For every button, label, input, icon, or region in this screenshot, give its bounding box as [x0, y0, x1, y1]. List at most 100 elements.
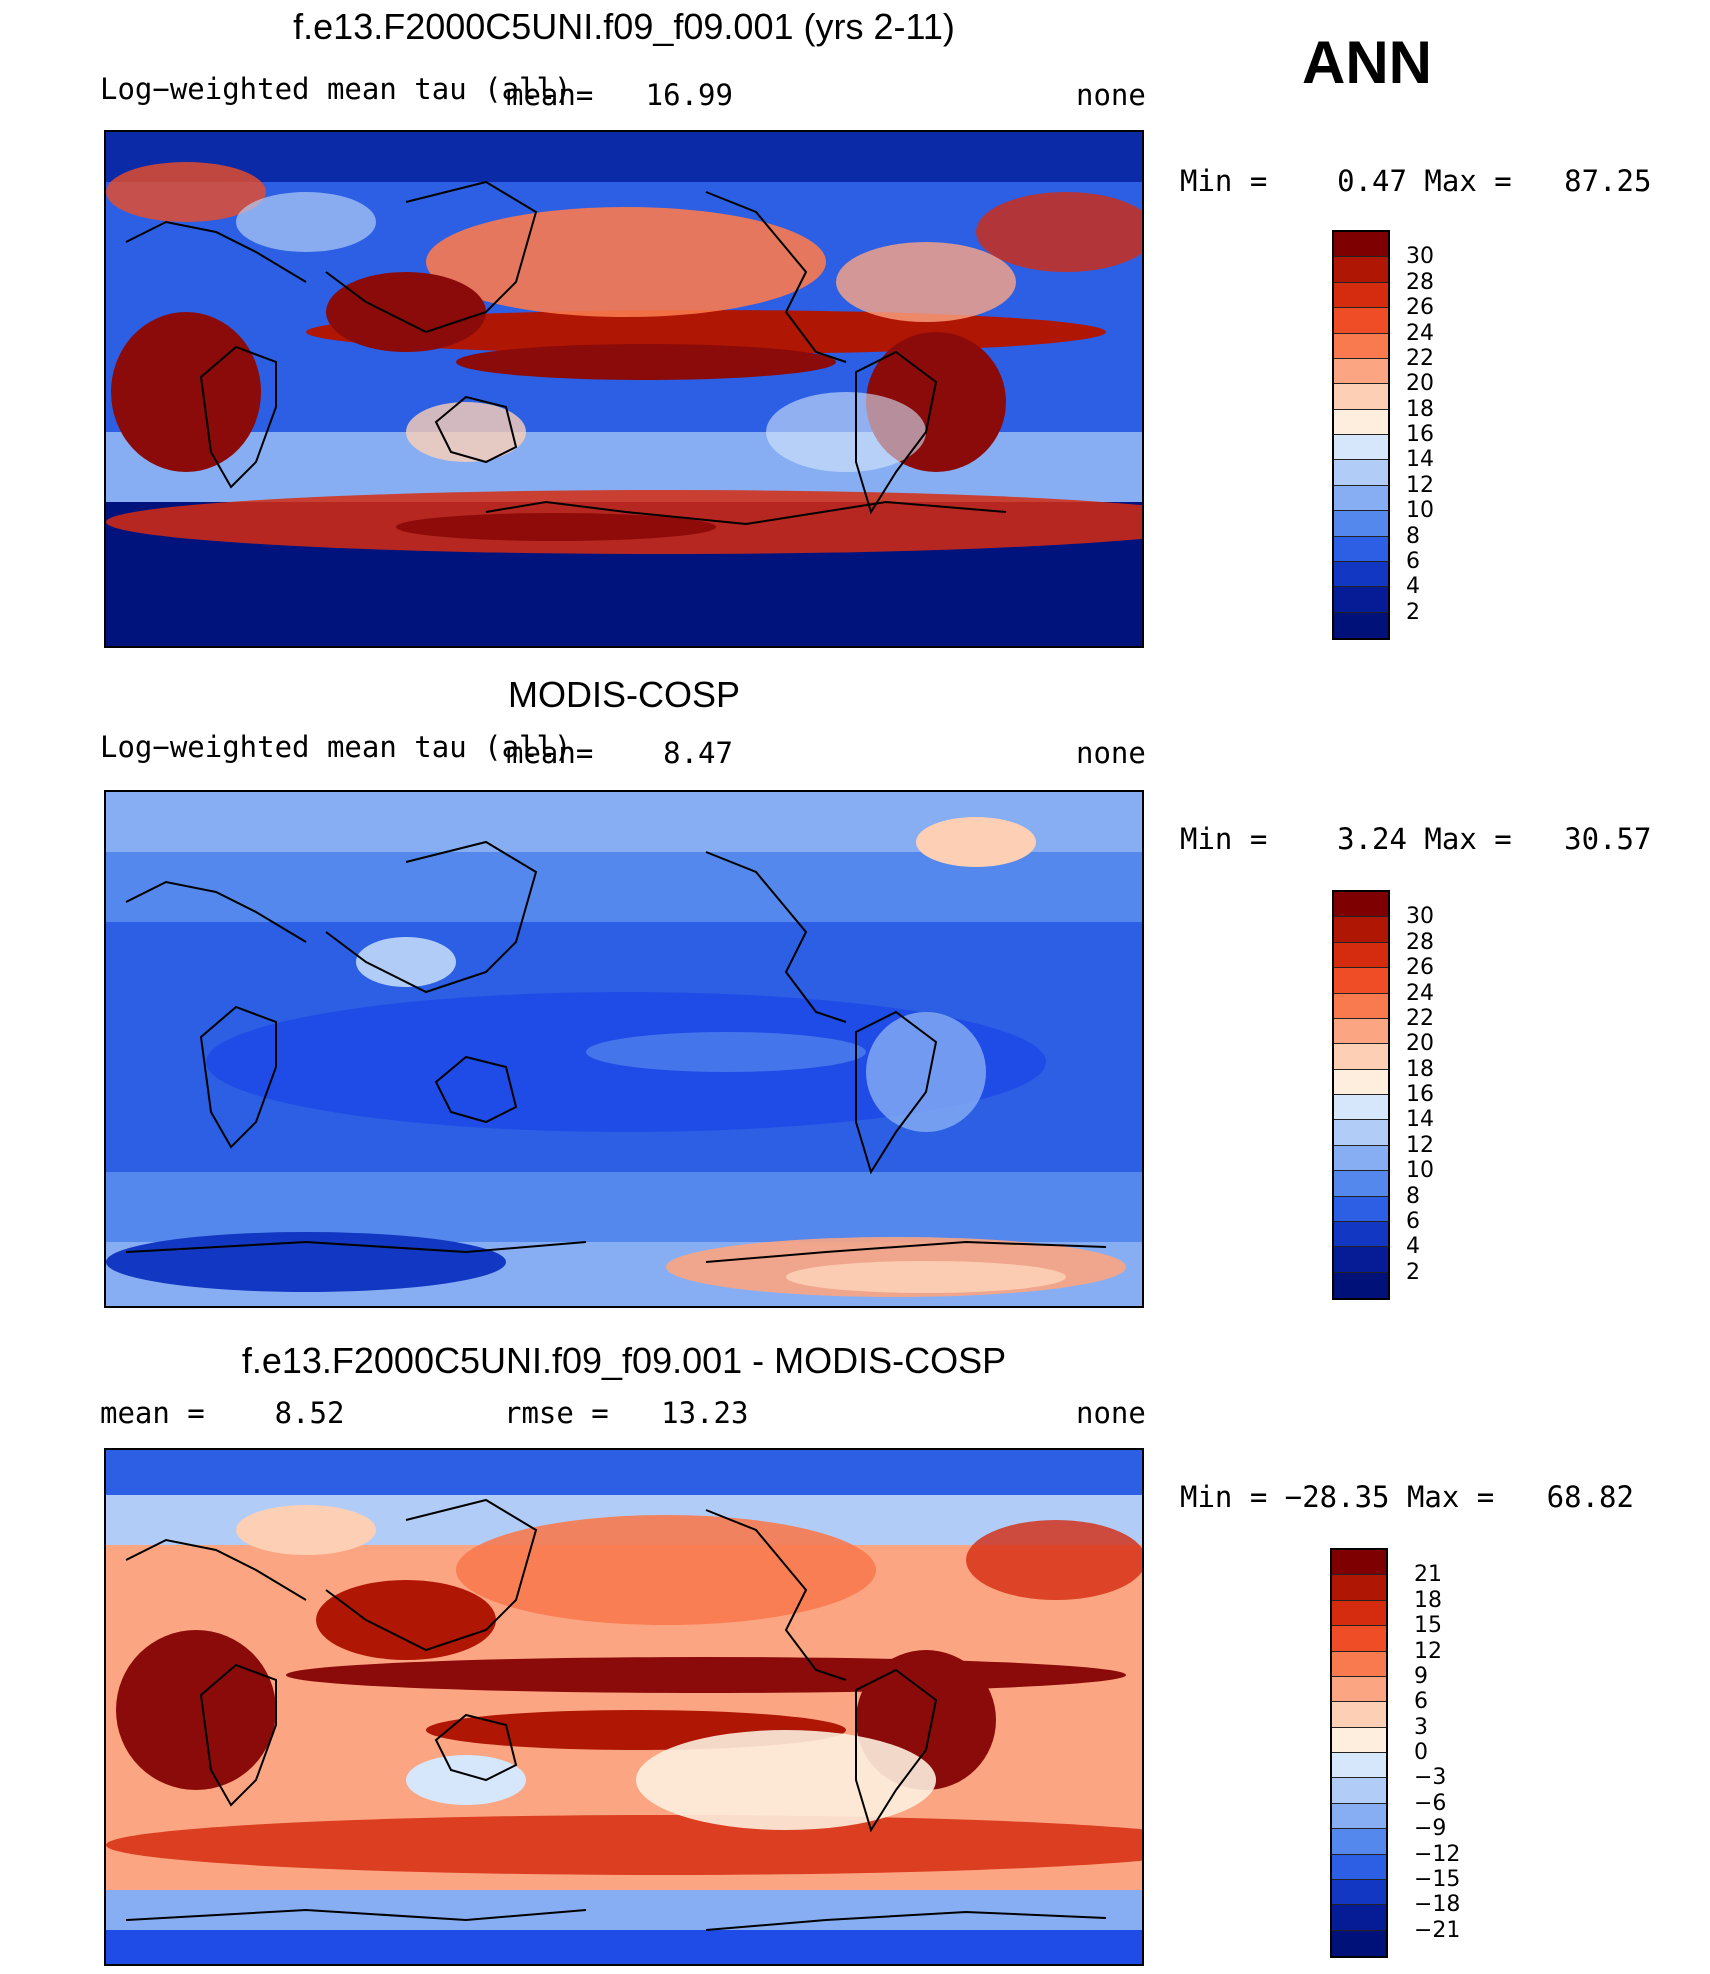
colorbar-tick-label: 8	[1406, 523, 1420, 549]
colorbar-tick-label: 20	[1406, 371, 1434, 397]
panel3-colorbar	[1330, 1548, 1388, 1958]
colorbar-segment	[1332, 1753, 1386, 1779]
colorbar-segment	[1334, 1044, 1388, 1070]
colorbar-segment	[1334, 1221, 1388, 1248]
colorbar-tick-label: 21	[1414, 1562, 1442, 1588]
colorbar-tick-label: 30	[1406, 904, 1434, 930]
panel3-min-max: Min = −28.35 Max = 68.82	[1180, 1480, 1634, 1514]
colorbar-segment	[1334, 1247, 1388, 1273]
panel3-units: none	[1076, 1396, 1146, 1430]
colorbar-segment	[1334, 892, 1388, 918]
colorbar-tick-label: 10	[1406, 1158, 1434, 1184]
colorbar-tick-label: 6	[1414, 1689, 1428, 1715]
colorbar-segment	[1334, 435, 1388, 461]
panel1-mean-value: mean= 16.99	[506, 78, 733, 112]
colorbar-segment	[1332, 1676, 1386, 1703]
colorbar-segment	[1332, 1854, 1386, 1880]
colorbar-tick-label: 12	[1406, 1132, 1434, 1158]
colorbar-segment	[1332, 1803, 1386, 1830]
colorbar-segment	[1334, 460, 1388, 486]
panel1-colorbar	[1332, 230, 1390, 640]
colorbar-segment	[1334, 358, 1388, 385]
panel1-units: none	[1076, 78, 1146, 112]
colorbar-segment	[1334, 1272, 1388, 1298]
colorbar-segment	[1334, 308, 1388, 334]
colorbar-tick-label: −21	[1414, 1917, 1461, 1943]
colorbar-tick-label: 22	[1406, 345, 1434, 371]
colorbar-segment	[1334, 333, 1388, 359]
colorbar-tick-label: 30	[1406, 244, 1434, 270]
colorbar-tick-label: 0	[1414, 1740, 1428, 1765]
colorbar-tick-label: 4	[1406, 1234, 1420, 1260]
colorbar-segment	[1334, 1095, 1388, 1121]
panel2-map	[104, 790, 1144, 1308]
panel2-variable-label: Log−weighted mean tau (all)	[100, 730, 572, 764]
panel2-units: none	[1076, 736, 1146, 770]
colorbar-tick-label: 20	[1406, 1031, 1434, 1057]
colorbar-segment	[1332, 1879, 1386, 1906]
panel2-mean-value: mean= 8.47	[506, 736, 733, 770]
colorbar-segment	[1332, 1702, 1386, 1728]
colorbar-segment	[1332, 1575, 1386, 1601]
colorbar-tick-label: 18	[1414, 1587, 1442, 1613]
colorbar-tick-label: 2	[1406, 599, 1420, 625]
colorbar-tick-label: 3	[1414, 1714, 1428, 1740]
colorbar-tick-label: 8	[1406, 1183, 1420, 1209]
colorbar-tick-label: 28	[1406, 929, 1434, 955]
colorbar-segment	[1332, 1626, 1386, 1652]
colorbar-tick-label: 4	[1406, 574, 1420, 600]
colorbar-segment	[1334, 968, 1388, 994]
colorbar-segment	[1334, 1196, 1388, 1222]
colorbar-segment	[1334, 536, 1388, 562]
colorbar-tick-label: −15	[1414, 1866, 1461, 1892]
colorbar-segment	[1332, 1651, 1386, 1677]
colorbar-segment	[1334, 1145, 1388, 1172]
colorbar-segment	[1334, 485, 1388, 512]
colorbar-segment	[1332, 1829, 1386, 1855]
colorbar-segment	[1334, 1069, 1388, 1095]
colorbar-tick-label: 28	[1406, 269, 1434, 295]
colorbar-segment	[1334, 917, 1388, 943]
colorbar-segment	[1332, 1550, 1386, 1576]
colorbar-segment	[1332, 1930, 1386, 1956]
colorbar-tick-label: −6	[1414, 1790, 1447, 1816]
colorbar-segment	[1334, 1171, 1388, 1197]
panel1-min-max: Min = 0.47 Max = 87.25	[1180, 164, 1652, 198]
panel2-colorbar	[1332, 890, 1390, 1300]
colorbar-segment	[1334, 257, 1388, 283]
colorbar-segment	[1334, 993, 1388, 1019]
colorbar-segment	[1332, 1905, 1386, 1931]
panel3-mean-value: mean = 8.52	[100, 1396, 345, 1430]
colorbar-tick-label: −12	[1414, 1841, 1461, 1867]
colorbar-segment	[1332, 1600, 1386, 1627]
colorbar-tick-label: 26	[1406, 295, 1434, 321]
colorbar-segment	[1334, 612, 1388, 638]
panel3-rmse-value: rmse = 13.23	[504, 1396, 749, 1430]
colorbar-segment	[1334, 409, 1388, 435]
colorbar-tick-label: 16	[1406, 422, 1434, 447]
colorbar-tick-label: 2	[1406, 1259, 1420, 1285]
colorbar-tick-label: 14	[1406, 1107, 1434, 1133]
colorbar-tick-label: 6	[1406, 548, 1420, 574]
colorbar-tick-label: 24	[1406, 320, 1434, 346]
colorbar-segment	[1334, 511, 1388, 537]
colorbar-tick-label: 16	[1406, 1082, 1434, 1107]
season-label: ANN	[1302, 29, 1432, 96]
panel3-title: f.e13.F2000C5UNI.f09_f09.001 - MODIS-COS…	[241, 1340, 1007, 1381]
colorbar-segment	[1334, 561, 1388, 588]
colorbar-tick-label: 22	[1406, 1005, 1434, 1031]
colorbar-tick-label: 26	[1406, 955, 1434, 981]
colorbar-segment	[1334, 282, 1388, 309]
colorbar-tick-label: 9	[1414, 1663, 1428, 1689]
colorbar-tick-label: 12	[1406, 472, 1434, 498]
colorbar-segment	[1334, 1120, 1388, 1146]
panel1-map	[104, 130, 1144, 648]
panel2-title: MODIS-COSP	[507, 674, 740, 715]
colorbar-tick-label: 10	[1406, 498, 1434, 524]
panel3-map	[104, 1448, 1144, 1966]
colorbar-segment	[1332, 1727, 1386, 1753]
colorbar-segment	[1334, 587, 1388, 613]
colorbar-segment	[1334, 384, 1388, 410]
colorbar-tick-label: −18	[1414, 1892, 1461, 1918]
colorbar-tick-label: 12	[1414, 1638, 1442, 1664]
